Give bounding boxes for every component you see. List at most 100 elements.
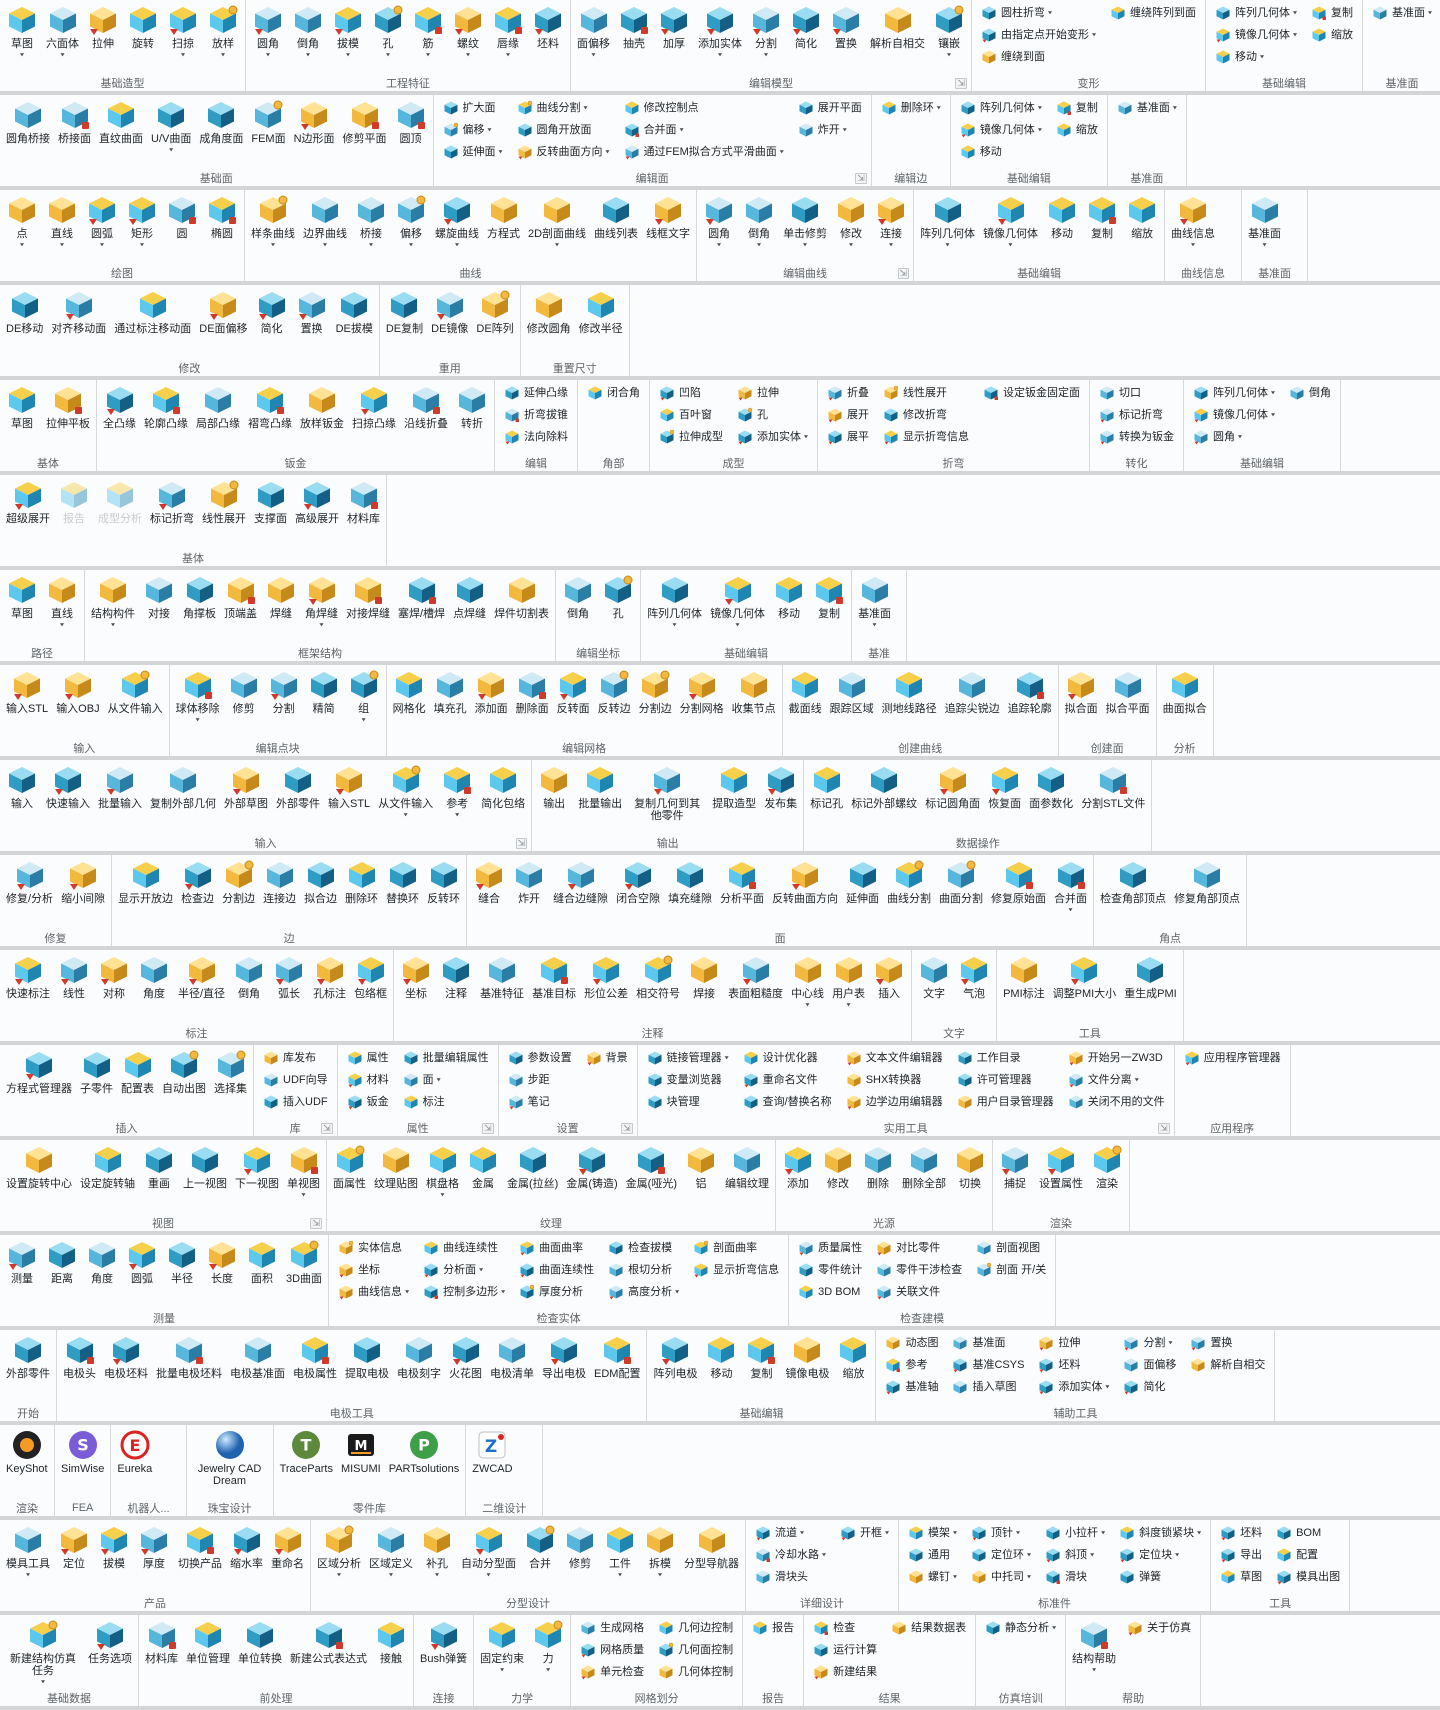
- tool-button[interactable]: 拉伸平板: [42, 381, 94, 431]
- tool-button[interactable]: M MISUMI: [337, 1426, 385, 1476]
- tool-button-small[interactable]: 添加实体 ▾: [732, 426, 813, 448]
- tool-button[interactable]: 线框文字: [642, 191, 694, 241]
- tool-button[interactable]: 电极属性: [289, 1331, 341, 1381]
- tool-button[interactable]: DE镜像: [427, 286, 472, 336]
- tool-button-small[interactable]: 冷却水路 ▾: [750, 1544, 831, 1566]
- tool-button[interactable]: 对接: [139, 571, 179, 621]
- tool-button[interactable]: 导出电极: [538, 1331, 590, 1381]
- tool-button[interactable]: 输入STL: [2, 666, 52, 716]
- tool-button[interactable]: 相交符号: [632, 951, 684, 1001]
- tool-button[interactable]: N边形面: [290, 96, 339, 146]
- tool-button-small[interactable]: 显示折弯信息: [688, 1259, 784, 1281]
- tool-button[interactable]: 修复/分析: [2, 856, 57, 906]
- tool-button-small[interactable]: 缩放: [1306, 24, 1358, 46]
- tool-button-small[interactable]: 检查: [808, 1617, 882, 1639]
- tool-button[interactable]: 角焊缝 ▾: [301, 571, 342, 629]
- tool-button[interactable]: 拟合边: [300, 856, 341, 906]
- tool-button-small[interactable]: 折叠: [822, 382, 874, 404]
- dialog-launcher-icon[interactable]: ⇲: [310, 1218, 322, 1229]
- tool-button-small[interactable]: 阵列几何体 ▾: [1210, 2, 1302, 24]
- tool-button-small[interactable]: 控制多边形 ▾: [418, 1281, 510, 1303]
- tool-button-small[interactable]: 关联文件: [871, 1281, 967, 1303]
- tool-button-small[interactable]: 分割 ▾: [1118, 1332, 1181, 1354]
- tool-button[interactable]: Jewelry CAD Dream: [189, 1426, 271, 1488]
- tool-button[interactable]: U/V曲面 ▾: [147, 96, 195, 154]
- tool-button[interactable]: 曲面拟合: [1159, 666, 1211, 716]
- tool-button[interactable]: 电极清单: [486, 1331, 538, 1381]
- tool-button-small[interactable]: 面 ▾: [398, 1069, 494, 1091]
- tool-button-small[interactable]: UDF向导: [258, 1069, 333, 1091]
- tool-button-small[interactable]: 拉伸: [732, 382, 813, 404]
- tool-button[interactable]: 下一视图: [231, 1141, 283, 1191]
- tool-button[interactable]: 合并面 ▾: [1050, 856, 1091, 914]
- tool-button[interactable]: 镜像几何体 ▾: [979, 191, 1042, 249]
- tool-button[interactable]: 任务选项: [84, 1616, 136, 1666]
- tool-button-small[interactable]: 曲线信息 ▾: [333, 1281, 414, 1303]
- tool-button-small[interactable]: BOM: [1271, 1522, 1345, 1544]
- tool-button[interactable]: 设定旋转轴: [76, 1141, 139, 1191]
- tool-button-small[interactable]: 置换: [1185, 1332, 1270, 1354]
- tool-button[interactable]: FEM面: [247, 96, 289, 146]
- tool-button[interactable]: 螺旋曲线 ▾: [431, 191, 483, 249]
- tool-button[interactable]: 延伸面: [842, 856, 883, 906]
- tool-button[interactable]: 对称: [94, 951, 134, 1001]
- tool-button[interactable]: 合并: [520, 1521, 560, 1571]
- tool-button[interactable]: 曲线信息 ▾: [1167, 191, 1219, 249]
- tool-button-small[interactable]: 百叶窗: [654, 404, 728, 426]
- tool-button[interactable]: 外部零件: [272, 761, 324, 811]
- tool-button[interactable]: 3D曲面: [282, 1236, 326, 1286]
- tool-button-small[interactable]: 参数设置: [503, 1047, 577, 1069]
- tool-button[interactable]: 配置表: [117, 1046, 158, 1096]
- tool-button[interactable]: 从文件输入 ▾: [374, 761, 437, 819]
- tool-button[interactable]: 标记圆角面: [921, 761, 984, 811]
- tool-button[interactable]: DE面偏移: [195, 286, 251, 336]
- tool-button[interactable]: 方程式: [483, 191, 524, 241]
- tool-button[interactable]: 外部零件: [2, 1331, 54, 1381]
- tool-button[interactable]: 放样 ▾: [203, 1, 243, 59]
- tool-button-small[interactable]: 运行计算: [808, 1639, 882, 1661]
- tool-button-small[interactable]: 流道 ▾: [750, 1522, 831, 1544]
- tool-button[interactable]: 修剪: [560, 1521, 600, 1571]
- tool-button-small[interactable]: 高度分析 ▾: [603, 1281, 684, 1303]
- tool-button[interactable]: 线性: [54, 951, 94, 1001]
- tool-button[interactable]: 精简: [304, 666, 344, 716]
- dialog-launcher-icon[interactable]: ⇲: [1158, 1123, 1170, 1134]
- tool-button[interactable]: 重命名: [267, 1521, 308, 1571]
- tool-button-small[interactable]: 反转曲面方向 ▾: [512, 141, 615, 163]
- tool-button[interactable]: 成角度面: [195, 96, 247, 146]
- tool-button[interactable]: 添加面: [471, 666, 512, 716]
- tool-button-small[interactable]: 定位块 ▾: [1114, 1544, 1206, 1566]
- tool-button-small[interactable]: 移动: [955, 141, 1047, 163]
- tool-button-small[interactable]: 零件干涉检查: [871, 1259, 967, 1281]
- tool-button[interactable]: 固定约束 ▾: [476, 1616, 528, 1674]
- tool-button-small[interactable]: 滑块: [1040, 1566, 1110, 1588]
- tool-button-small[interactable]: 质量属性: [793, 1237, 867, 1259]
- tool-button[interactable]: 发布集: [760, 761, 801, 811]
- tool-button-small[interactable]: 库发布: [258, 1047, 333, 1069]
- tool-button-small[interactable]: 查询/替换名称: [738, 1091, 837, 1113]
- tool-button[interactable]: 褶弯凸缘: [244, 381, 296, 431]
- tool-button-small[interactable]: 材料: [342, 1069, 394, 1091]
- tool-button-small[interactable]: 设计优化器: [738, 1047, 837, 1069]
- tool-button[interactable]: 阵列电极: [649, 1331, 701, 1381]
- tool-button-small[interactable]: 由指定点开始变形 ▾: [976, 24, 1101, 46]
- tool-button-small[interactable]: 凹陷: [654, 382, 728, 404]
- tool-button-small[interactable]: 变量浏览器: [642, 1069, 734, 1091]
- tool-button-small[interactable]: 分析面 ▾: [418, 1259, 510, 1281]
- tool-button-small[interactable]: 添加实体 ▾: [1033, 1376, 1114, 1398]
- tool-button[interactable]: 反转边: [594, 666, 635, 716]
- tool-button[interactable]: E Eureka: [113, 1426, 156, 1476]
- tool-button[interactable]: 复制: [741, 1331, 781, 1381]
- tool-button[interactable]: 批量输出: [574, 761, 626, 811]
- tool-button[interactable]: 快速输入: [42, 761, 94, 811]
- tool-button[interactable]: 重画: [139, 1141, 179, 1191]
- tool-button[interactable]: 调整PMI大小: [1049, 951, 1121, 1001]
- tool-button[interactable]: 修剪: [224, 666, 264, 716]
- tool-button-small[interactable]: 扩大面: [438, 97, 508, 119]
- tool-button[interactable]: 标记折弯: [146, 476, 198, 526]
- tool-button[interactable]: 缝合边缝隙: [549, 856, 612, 906]
- tool-button-small[interactable]: 圆角 ▾: [1188, 426, 1280, 448]
- tool-button[interactable]: 高级展开: [291, 476, 343, 526]
- tool-button-small[interactable]: 结果数据表: [886, 1617, 971, 1639]
- tool-button[interactable]: 修改圆角: [523, 286, 575, 336]
